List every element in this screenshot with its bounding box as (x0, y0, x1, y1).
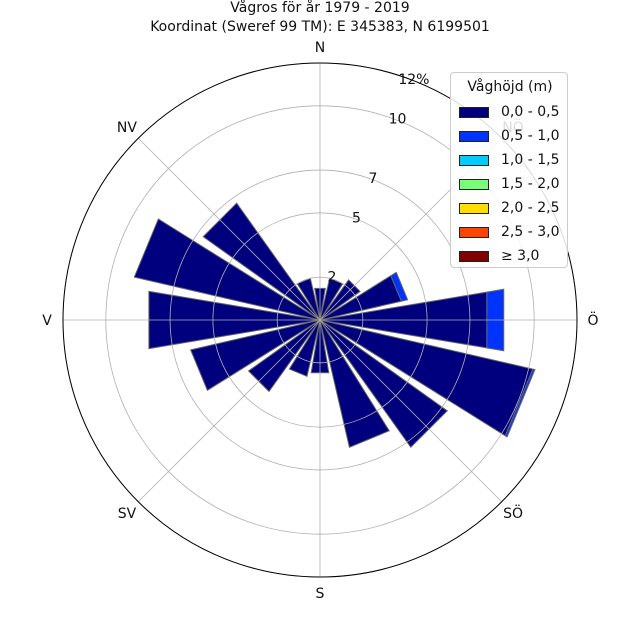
legend-label: ≥ 3,0 (501, 248, 540, 264)
legend-item: 2,5 - 3,0 (459, 223, 559, 241)
legend-item: 2,0 - 2,5 (459, 199, 559, 217)
rose-bar (296, 277, 321, 321)
rose-bar (133, 218, 321, 321)
legend-label: 1,0 - 1,5 (501, 152, 560, 168)
legend-swatch (459, 178, 489, 190)
radial-tick-label: 5 (352, 210, 361, 226)
legend-title: Våghöjd (m) (467, 79, 553, 95)
legend-label: 2,0 - 2,5 (501, 200, 560, 216)
angular-gridline (137, 319, 321, 503)
rose-bar (390, 271, 409, 302)
legend-label: 1,5 - 2,0 (501, 176, 560, 192)
legend-swatch (459, 106, 489, 118)
radial-tick-label: 2 (327, 270, 336, 286)
legend-swatch (459, 226, 489, 238)
chart-subtitle: Koordinat (Sweref 99 TM): E 345383, N 61… (150, 19, 490, 35)
radial-tick-label: 12% (398, 72, 429, 88)
legend-item: 1,5 - 2,0 (459, 175, 559, 193)
rose-bar (319, 319, 390, 448)
radial-tick-label: 7 (368, 171, 377, 187)
direction-label: S (316, 586, 325, 602)
legend-item: 0,5 - 1,0 (459, 127, 559, 145)
legend-label: 0,0 - 0,5 (501, 104, 560, 120)
legend-item: ≥ 3,0 (459, 247, 539, 265)
rose-bar (189, 319, 321, 392)
legend-swatch (459, 154, 489, 166)
direction-label: SÖ (503, 504, 523, 522)
angular-gridline (319, 319, 503, 503)
legend-label: 2,5 - 3,0 (501, 224, 560, 240)
angular-gridline (137, 137, 321, 321)
direction-label: V (42, 313, 52, 329)
direction-label: SV (118, 506, 137, 522)
radial-tick-label: 10 (389, 111, 407, 127)
chart-title: Vågros för år 1979 - 2019 (230, 0, 410, 16)
legend-item: 0,0 - 0,5 (459, 103, 559, 121)
direction-label: NV (117, 120, 137, 136)
legend: Våghöjd (m) 0,0 - 0,5 0,5 - 1,0 1,0 - 1,… (450, 72, 568, 268)
legend-swatch (459, 202, 489, 214)
polar-frame (62, 62, 578, 578)
legend-item: 1,0 - 1,5 (459, 151, 559, 169)
direction-label: Ö (587, 311, 598, 329)
rose-bar (288, 319, 321, 378)
legend-swatch (459, 250, 489, 262)
direction-label: N (315, 40, 325, 56)
legend-label: 0,5 - 1,0 (501, 128, 560, 144)
rose-bar (319, 277, 344, 321)
legend-swatch (459, 130, 489, 142)
rose-bar (504, 368, 536, 438)
